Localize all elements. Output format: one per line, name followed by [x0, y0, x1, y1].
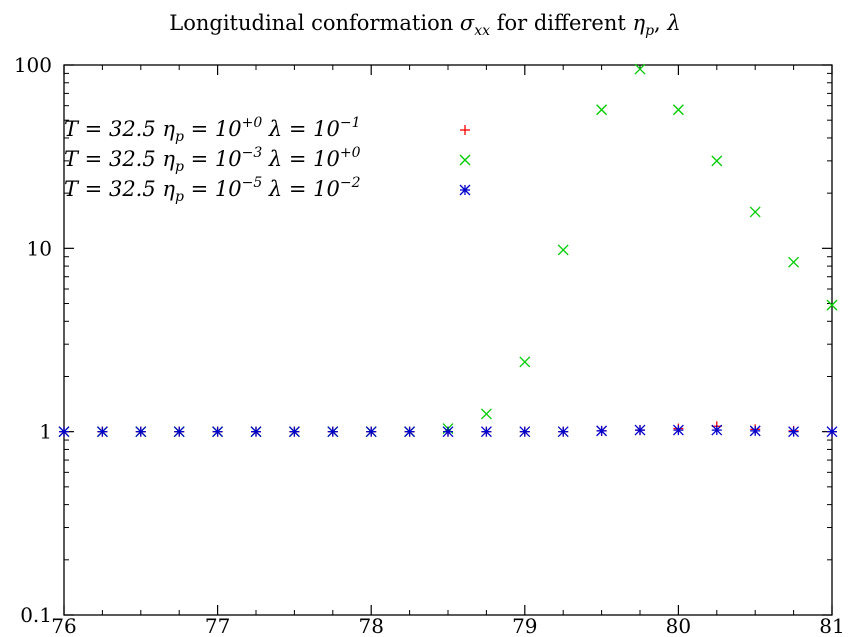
data-point: [250, 426, 262, 438]
legend-marker-series-1: [460, 125, 470, 135]
data-point: [749, 206, 761, 218]
data-point: [58, 426, 70, 438]
data-point: [826, 426, 838, 438]
data-point: [480, 408, 492, 420]
data-point: [404, 426, 416, 438]
data-point: [672, 104, 684, 116]
data-point: [788, 256, 800, 268]
x-tick-label: 76: [51, 614, 76, 637]
y-tick-label: 100: [14, 53, 52, 77]
legend-marker-series-3: [459, 184, 471, 196]
data-point: [634, 63, 646, 75]
plot-area-frame: [63, 64, 833, 616]
data-point: [135, 426, 147, 438]
data-point: [749, 425, 761, 437]
x-tick-label: 77: [205, 614, 230, 637]
data-point: [480, 426, 492, 438]
y-tick-label: 10: [27, 236, 52, 260]
data-point: [788, 426, 800, 438]
legend-label-series-2: T = 32.5 ηp = 10−3 λ = 10+0: [64, 145, 361, 175]
data-point: [634, 424, 646, 436]
data-point: [288, 426, 300, 438]
data-point: [557, 244, 569, 256]
x-tick-label: 81: [819, 614, 844, 637]
x-tick-label: 79: [512, 614, 537, 637]
data-point: [519, 356, 531, 368]
data-point: [212, 426, 224, 438]
axis-ticks: [63, 64, 833, 616]
legend-label-series-3: T = 32.5 ηp = 10−5 λ = 10−2: [64, 175, 361, 205]
series-3: [58, 424, 838, 438]
legend-marker-series-2: [459, 154, 471, 166]
data-point: [596, 425, 608, 437]
data-point: [711, 155, 723, 167]
data-point: [173, 426, 185, 438]
y-tick-labels: 0.1 1 10 100: [14, 53, 52, 627]
series-2: [58, 63, 838, 438]
data-point: [442, 426, 454, 438]
y-tick-label: 0.1: [20, 603, 52, 627]
data-point: [327, 426, 339, 438]
legend: T = 32.5 ηp = 10+0 λ = 10−1 T = 32.5 ηp …: [64, 115, 471, 205]
data-point: [365, 426, 377, 438]
data-point: [672, 424, 684, 436]
data-point: [826, 299, 838, 311]
legend-markers: [459, 125, 471, 196]
x-tick-labels: 76 77 78 79 80 81: [51, 614, 844, 637]
x-tick-label: 78: [358, 614, 383, 637]
data-point: [557, 426, 569, 438]
data-point: [519, 426, 531, 438]
y-tick-label: 1: [39, 420, 52, 444]
data-marks: [58, 63, 838, 438]
data-point: [96, 426, 108, 438]
data-point: [711, 424, 723, 436]
legend-label-series-1: T = 32.5 ηp = 10+0 λ = 10−1: [64, 115, 361, 145]
data-point: [596, 104, 608, 116]
x-tick-label: 80: [666, 614, 691, 637]
chart-title: Longitudinal conformation σxx for differ…: [169, 11, 680, 39]
